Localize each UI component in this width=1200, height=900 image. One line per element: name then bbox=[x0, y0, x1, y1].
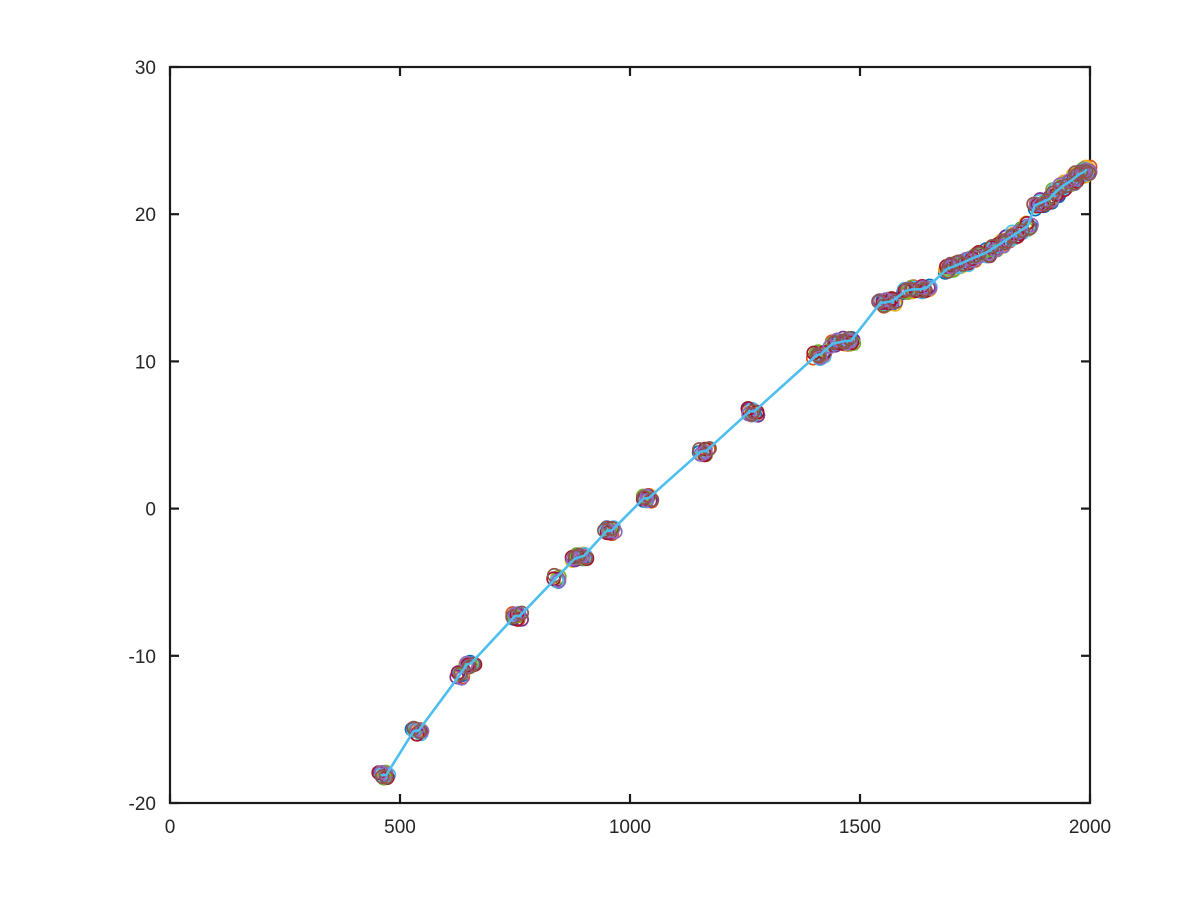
x-tick-labels: 0 500 1000 1500 2000 bbox=[165, 817, 1111, 838]
data-point-marker bbox=[644, 492, 660, 508]
data-point-marker bbox=[811, 348, 827, 364]
data-line bbox=[380, 168, 1088, 777]
x-tick-label: 500 bbox=[384, 817, 416, 838]
x-tick-label: 1000 bbox=[609, 817, 651, 838]
data-point-marker bbox=[1078, 164, 1094, 179]
data-point-marker bbox=[378, 769, 394, 785]
data-point-marker bbox=[599, 525, 615, 541]
data-point-marker bbox=[995, 233, 1011, 249]
y-tick-label: -20 bbox=[129, 794, 156, 815]
data-point-marker bbox=[1059, 178, 1074, 193]
data-point-marker bbox=[940, 264, 956, 279]
data-point-marker bbox=[1015, 223, 1030, 239]
y-tick-label: 20 bbox=[135, 205, 156, 226]
x-tick-label: 1500 bbox=[839, 817, 881, 838]
y-axis-ticks bbox=[170, 65, 1090, 805]
series-line-1 bbox=[380, 168, 1088, 777]
y-tick-label: 30 bbox=[135, 58, 156, 79]
data-point-marker bbox=[702, 441, 717, 456]
y-tick-labels: -20 -10 0 10 20 30 bbox=[129, 58, 156, 815]
data-point-marker bbox=[514, 605, 529, 621]
x-tick-label: 0 bbox=[165, 817, 176, 838]
data-point-marker bbox=[604, 521, 620, 536]
data-point-marker bbox=[1073, 164, 1089, 179]
x-axis-ticks bbox=[168, 67, 1092, 803]
x-tick-label: 2000 bbox=[1069, 817, 1111, 838]
data-point-marker bbox=[461, 659, 477, 675]
y-tick-label: 10 bbox=[135, 352, 156, 373]
y-tick-label: -10 bbox=[129, 647, 156, 668]
data-point-marker bbox=[745, 404, 761, 419]
data-point-marker bbox=[842, 330, 857, 346]
data-point-marker bbox=[374, 769, 390, 785]
data-point-marker bbox=[1052, 180, 1068, 196]
y-tick-label: 0 bbox=[145, 500, 156, 521]
data-point-marker bbox=[915, 283, 930, 299]
